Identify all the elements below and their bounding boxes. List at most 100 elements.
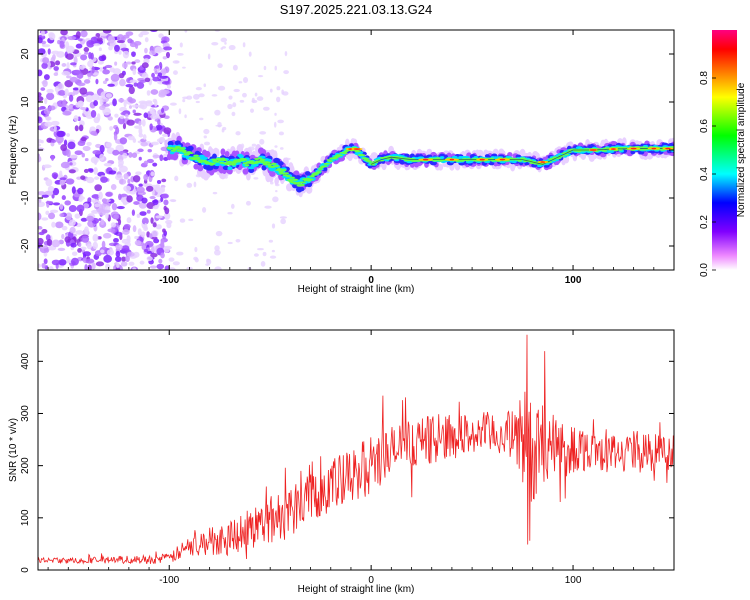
noise-blob <box>86 72 92 77</box>
noise-blob <box>38 139 43 144</box>
noise-blob <box>132 68 137 76</box>
snr-y-tick-label: 0 <box>20 567 31 573</box>
noise-blob <box>84 226 89 235</box>
noise-blob <box>61 225 68 231</box>
faint-blob <box>203 83 207 88</box>
faint-blob <box>277 119 284 124</box>
ridge-cell <box>219 161 224 164</box>
noise-blob <box>65 53 74 60</box>
faint-blob <box>176 251 184 256</box>
noise-blob <box>149 195 156 200</box>
noise-blob <box>86 243 92 250</box>
noise-blob <box>138 201 147 209</box>
noise-blob <box>109 126 113 131</box>
noise-blob <box>116 40 125 44</box>
noise-blob <box>107 83 115 87</box>
faint-blob <box>279 147 284 150</box>
noise-blob <box>150 171 155 177</box>
ridge-cell <box>314 171 321 174</box>
snr-ticks: -100 0 100 0 100 200 300 400 <box>20 330 675 586</box>
ridge-cell <box>564 153 569 156</box>
noise-blob <box>160 184 166 189</box>
faint-blob <box>182 99 186 103</box>
faint-blob <box>204 141 211 146</box>
ridge-cell <box>267 163 272 166</box>
noise-blob <box>114 61 118 66</box>
faint-blob <box>198 93 205 98</box>
noise-blob <box>90 199 99 203</box>
noise-blob <box>155 224 162 230</box>
noise-blob <box>152 222 157 228</box>
noise-blob <box>107 35 116 44</box>
noise-blob <box>38 48 46 55</box>
noise-blob <box>84 264 88 270</box>
noise-blob <box>101 240 106 249</box>
noise-blob <box>105 77 109 82</box>
snr-x-label: Height of straight line (km) <box>298 584 415 595</box>
noise-blob <box>93 43 101 47</box>
ridge-cell <box>182 151 188 154</box>
noise-blob <box>77 100 84 107</box>
noise-blob <box>102 69 110 75</box>
noise-blob <box>74 125 79 132</box>
ridge-cell <box>220 148 226 156</box>
noise-blob <box>60 161 70 169</box>
noise-blob <box>128 105 133 109</box>
noise-blob <box>66 75 72 79</box>
ridge-cell <box>269 171 276 177</box>
noise-blob <box>132 138 137 143</box>
noise-blob <box>50 154 55 161</box>
noise-blob <box>163 157 169 161</box>
noise-blob <box>105 263 111 270</box>
faint-blob <box>214 249 221 256</box>
noise-blob <box>105 64 113 69</box>
spectrogram-y-tick-label: -10 <box>20 190 31 205</box>
noise-blob <box>75 230 84 235</box>
faint-blob <box>235 131 241 136</box>
noise-blob <box>150 141 159 146</box>
ridge-cell <box>299 187 305 192</box>
spectrogram-y-tick-label: 10 <box>20 96 31 108</box>
noise-blob <box>68 169 76 174</box>
noise-blob <box>75 31 81 39</box>
noise-blob <box>57 247 66 252</box>
noise-blob <box>62 110 72 116</box>
noise-blob <box>126 119 135 126</box>
noise-blob <box>83 168 89 174</box>
noise-blob <box>44 121 53 127</box>
noise-blob <box>61 71 71 76</box>
noise-blob <box>122 201 128 206</box>
noise-blob <box>48 212 56 220</box>
noise-blob <box>66 149 71 158</box>
faint-blob <box>235 239 241 243</box>
noise-blob <box>73 56 78 65</box>
ridge-cell <box>438 163 444 171</box>
noise-blob <box>67 92 76 97</box>
noise-blob <box>78 38 83 42</box>
faint-blob <box>195 100 200 104</box>
faint-blob <box>263 65 267 71</box>
faint-blob <box>188 218 194 222</box>
faint-blob <box>253 177 259 180</box>
faint-blob <box>274 145 278 148</box>
faint-blob <box>242 42 246 48</box>
faint-blob <box>220 37 228 43</box>
noise-blob <box>161 178 167 183</box>
faint-blob <box>256 96 264 101</box>
ridge-cell <box>601 150 608 152</box>
noise-blob <box>38 154 41 162</box>
noise-blob <box>80 54 88 61</box>
noise-blob <box>148 50 157 56</box>
noise-blob <box>125 84 134 88</box>
ridge-cell <box>398 156 404 159</box>
noise-blob <box>153 238 160 244</box>
ridge-cell <box>381 161 387 171</box>
noise-blob <box>86 40 95 48</box>
faint-blob <box>242 76 249 83</box>
ridge-cell <box>240 158 248 161</box>
noise-blob <box>144 47 148 54</box>
faint-blob <box>232 102 237 108</box>
ridge-hotspot <box>449 158 455 161</box>
noise-blob <box>122 152 128 159</box>
noise-blob <box>132 109 136 114</box>
